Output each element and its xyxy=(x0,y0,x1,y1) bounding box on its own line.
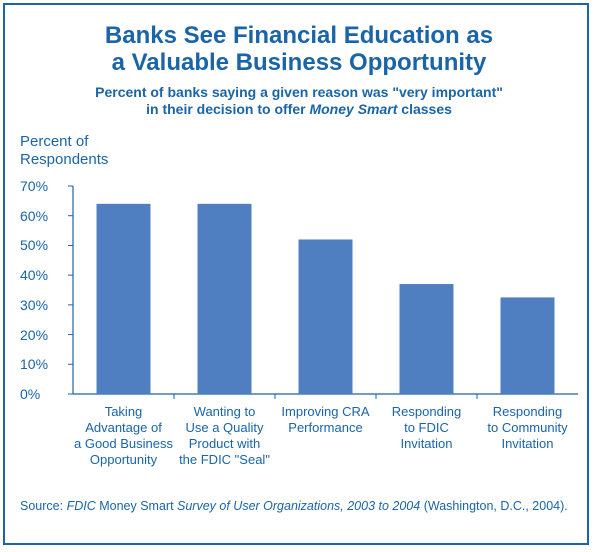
subtitle-text-emphasis: Money Smart xyxy=(309,101,398,117)
chart-title-line-1: Banks See Financial Education as xyxy=(104,22,494,49)
x-category-label: Improving CRA Performance xyxy=(271,404,381,436)
subtitle-text-pre: in their decision to offer xyxy=(146,101,310,117)
x-category-label-line: the FDIC "Seal" xyxy=(179,452,270,467)
y-tick-label: 50% xyxy=(20,237,49,254)
bar xyxy=(197,203,252,394)
x-category-label-line: Product with xyxy=(188,436,261,451)
x-category-label: Taking Advantage of a Good Business Opportu… xyxy=(69,404,179,468)
y-axis-label-line-2: Respondents xyxy=(20,151,109,168)
y-tick-label: 0% xyxy=(20,386,41,402)
y-axis-label: Percent of Respondents xyxy=(20,133,140,169)
y-tick-label: 10% xyxy=(20,356,49,373)
chart-subtitle-line-1: Percent of banks saying a given reason w… xyxy=(95,84,503,100)
source-survey-title: Survey of User Organizations, 2003 to 20… xyxy=(177,499,421,513)
x-category-label-line: Responding xyxy=(492,404,563,419)
y-tick-label: 30% xyxy=(20,296,49,313)
x-category-label-line: Performance xyxy=(288,420,363,435)
x-category-label: Wanting to Use a Quality Product with the F… xyxy=(170,404,280,468)
chart-subtitle-line-2: in their decision to offer Money Smart c… xyxy=(0,101,598,118)
chart-subtitle: Percent of banks saying a given reason w… xyxy=(0,84,598,118)
x-category-label-line: a Good Business xyxy=(73,436,173,451)
chart-title-line-2: a Valuable Business Opportunity xyxy=(111,49,487,76)
x-category-label: Responding to Community Invitation xyxy=(473,404,583,452)
x-category-label-line: Wanting to xyxy=(193,404,256,419)
x-category-label-line: Opportunity xyxy=(89,452,158,467)
source-org: FDIC xyxy=(66,499,96,513)
source-note: Source: FDIC Money Smart Survey of User … xyxy=(20,497,580,515)
y-tick-label: 60% xyxy=(20,207,49,224)
x-category-label-line: Taking xyxy=(104,404,143,419)
y-tick-label: 40% xyxy=(20,267,49,284)
chart-title: Banks See Financial Education as a Valua… xyxy=(0,22,598,76)
y-axis-label-line-1: Percent of xyxy=(20,133,89,150)
bar xyxy=(399,284,454,394)
y-tick-label: 20% xyxy=(20,326,49,343)
x-category-label-line: Invitation xyxy=(400,436,453,451)
source-text-1: Money Smart xyxy=(95,499,178,513)
y-tick-label: 70% xyxy=(20,178,49,194)
x-category-label-line: Invitation xyxy=(501,436,554,451)
subtitle-text-post: classes xyxy=(397,101,452,117)
x-category-label-line: Improving CRA xyxy=(281,404,370,419)
source-label: Source: xyxy=(20,499,67,513)
bar xyxy=(500,297,555,394)
x-category-label-line: Responding xyxy=(391,404,462,419)
x-category-label-line: Advantage of xyxy=(85,420,162,435)
x-category-label-line: to Community xyxy=(487,420,568,435)
x-category-label: Responding to FDIC Invitation xyxy=(372,404,482,452)
x-category-label-line: to FDIC xyxy=(404,420,449,435)
bar xyxy=(298,239,353,394)
bar xyxy=(96,203,151,394)
source-text-2: (Washington, D.C., 2004). xyxy=(420,499,568,513)
x-category-label-line: Use a Quality xyxy=(185,420,264,435)
